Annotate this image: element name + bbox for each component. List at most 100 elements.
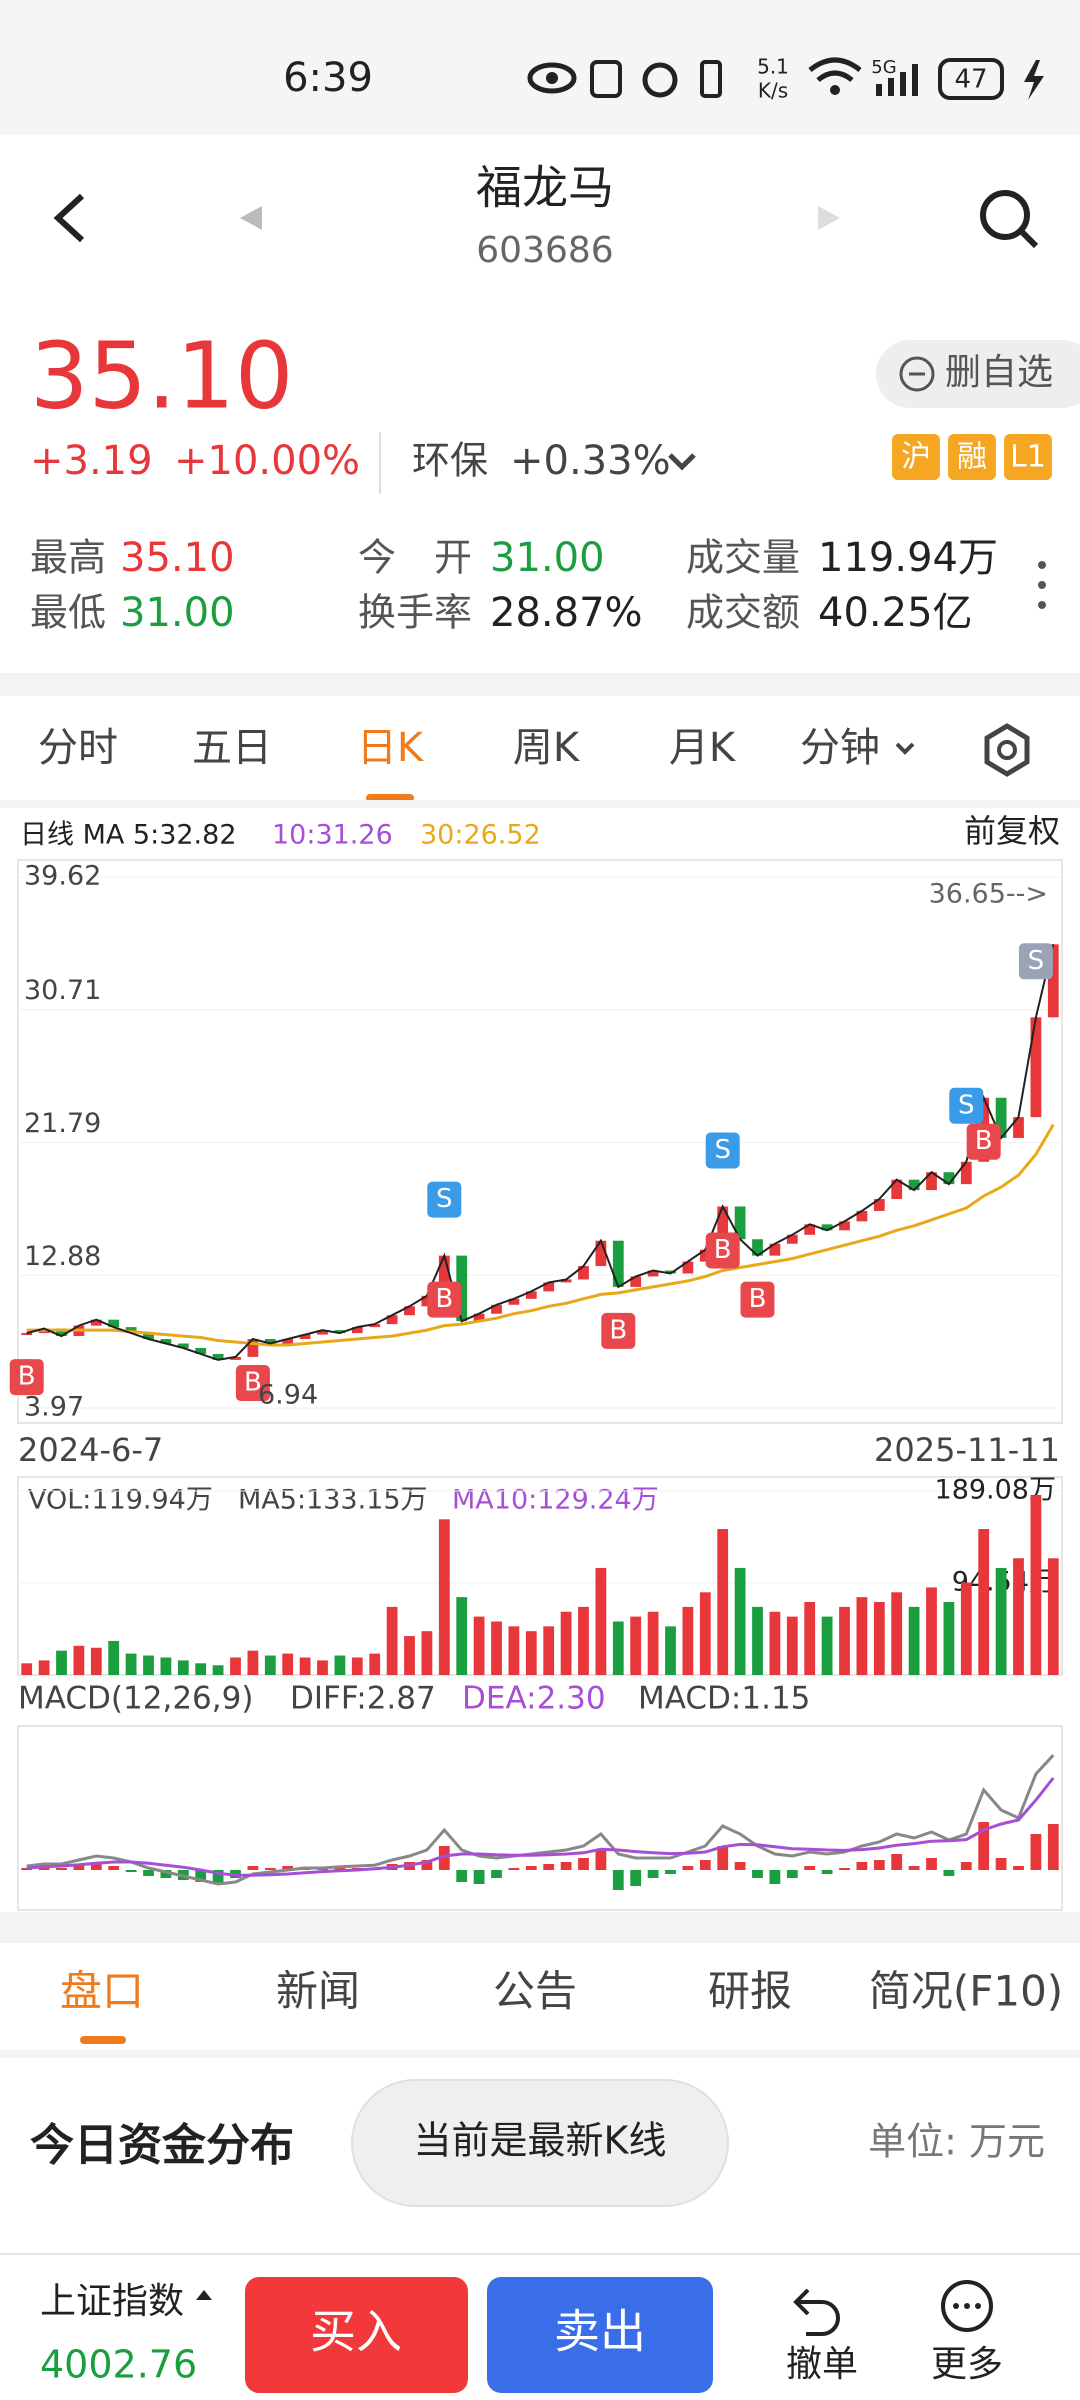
toast-text: 当前是最新K线 [414,2119,667,2163]
vibrate-icon [700,60,722,98]
high-note: 36.65--> [929,879,1048,910]
minute-dropdown[interactable] [895,742,915,755]
net-speed-unit: K/s [758,79,788,103]
info-tab[interactable]: 公告 [493,1967,577,2016]
macd-bar [786,1870,798,1878]
volume-bar [230,1657,241,1675]
change-pct: +10.00% [174,438,360,484]
candle [682,1261,694,1274]
more-icon[interactable] [941,2280,993,2332]
candle [856,1210,868,1222]
candle [752,1239,763,1256]
cancel-label[interactable]: 撤单 [786,2344,858,2385]
y-tick-label: 21.79 [24,1108,101,1139]
more-menu[interactable] [1038,601,1046,609]
price: 35.10 [30,322,293,429]
macd-bar [752,1870,763,1878]
macd-bar [543,1864,555,1870]
volume-bar [752,1606,763,1675]
more-label[interactable]: 更多 [931,2344,1003,2385]
volume-bar [734,1567,746,1675]
prev-stock[interactable] [240,206,262,230]
info-tab[interactable]: 新闻 [276,1967,360,2016]
vol-ma10-legend: MA10:129.24万 [452,1485,659,1516]
period-tabs: 分时 五日 日K 周K 月K 分钟 [38,725,880,802]
dea-line [26,1777,1055,1877]
candle [699,1249,711,1262]
sector-dropdown[interactable] [668,453,696,471]
macd-bar [56,1868,67,1870]
wifi-icon [830,85,840,95]
period-tab[interactable]: 分钟 [800,725,880,771]
stat-value: 31.00 [490,535,605,581]
volume-bar [282,1653,294,1675]
tag-label: L1 [1010,440,1046,475]
macd-bar [508,1868,520,1870]
volume-bar [508,1626,520,1675]
buy-signal [966,1123,1001,1160]
candle [299,1334,311,1340]
volume-bar [525,1631,537,1675]
more-icon [953,2303,959,2309]
volume-bar [995,1567,1007,1675]
macd-bar [73,1864,85,1870]
status-time: 6:39 [283,55,373,101]
macd-bar [804,1866,816,1870]
sell-button[interactable] [487,2277,713,2393]
info-tab[interactable]: 研报 [708,1967,792,2016]
watch-button[interactable] [876,340,1080,408]
period-tab[interactable]: 分时 [38,725,118,771]
candle [560,1279,572,1283]
macd-bar [1013,1866,1024,1870]
back-button[interactable] [53,193,85,243]
macd-bar [125,1870,137,1872]
period-tab[interactable]: 五日 [192,725,272,771]
start-date: 2024-6-7 [18,1431,163,1469]
macd-bar [560,1862,572,1870]
kline-frame [17,859,1063,1424]
volume-bar [456,1597,468,1675]
volume-bar [960,1582,972,1675]
volume-bar [421,1631,433,1675]
adjust-mode[interactable]: 前复权 [964,812,1060,850]
volume-bar [717,1529,729,1675]
candle [456,1255,468,1322]
info-tab[interactable]: 盘口 [60,1967,144,2016]
volume-bar [873,1602,885,1675]
buy-signal [235,1365,270,1402]
more-menu[interactable] [1038,561,1046,569]
sell-label: 卖出 [554,2305,646,2359]
y-tick-label: 3.97 [24,1392,84,1423]
buy-signal-label: B [975,1126,993,1156]
candle [473,1313,485,1322]
cancel-icon[interactable] [793,2288,840,2336]
info-tab[interactable]: 简况(F10) [869,1967,1063,2016]
macd-bar [699,1860,711,1870]
next-stock[interactable] [818,206,840,230]
chart-settings[interactable] [997,740,1017,760]
eye-icon [546,72,558,84]
index-name[interactable]: 上证指数 [40,2281,184,2322]
candle [369,1324,381,1328]
stat-label: 成交量 [686,536,800,580]
macd-bar [978,1822,990,1870]
chart-settings[interactable] [984,723,1030,777]
wifi-icon [808,57,862,83]
volume-bar [699,1592,711,1675]
search-button[interactable] [980,190,1030,240]
vol-legend: VOL:119.94万 [28,1485,213,1516]
volume-bar [978,1529,990,1675]
alarm-icon [642,62,678,98]
volume-bar [473,1616,485,1675]
period-tab[interactable]: 月K [669,725,737,771]
search-button[interactable] [1018,228,1039,249]
candle [1047,944,1059,1018]
period-tab[interactable]: 日K [357,725,425,771]
candle [230,1356,241,1360]
more-menu[interactable] [1038,581,1046,589]
tabs-divider [0,2050,1080,2058]
watch-button-icon [899,356,935,392]
buy-button[interactable] [245,2277,468,2393]
period-tab[interactable]: 周K [513,725,581,771]
